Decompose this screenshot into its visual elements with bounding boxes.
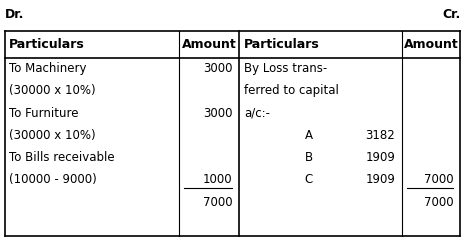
Text: 7000: 7000 bbox=[424, 196, 453, 209]
Text: ferred to capital: ferred to capital bbox=[244, 84, 339, 97]
Text: To Furniture: To Furniture bbox=[9, 107, 79, 120]
Text: 3000: 3000 bbox=[203, 62, 233, 75]
Text: By Loss trans-: By Loss trans- bbox=[244, 62, 327, 75]
Text: Particulars: Particulars bbox=[244, 38, 320, 51]
Text: Cr.: Cr. bbox=[442, 8, 460, 21]
Text: 1000: 1000 bbox=[203, 174, 233, 186]
Text: B: B bbox=[304, 151, 313, 164]
Text: 1909: 1909 bbox=[365, 151, 395, 164]
Text: Amount: Amount bbox=[182, 38, 237, 51]
Text: Particulars: Particulars bbox=[9, 38, 85, 51]
Text: To Bills receivable: To Bills receivable bbox=[9, 151, 115, 164]
Text: (30000 x 10%): (30000 x 10%) bbox=[9, 84, 96, 97]
Text: a/c:-: a/c:- bbox=[244, 107, 270, 120]
Text: (30000 x 10%): (30000 x 10%) bbox=[9, 129, 96, 142]
Text: Dr.: Dr. bbox=[5, 8, 24, 21]
Text: A: A bbox=[304, 129, 312, 142]
Text: (10000 - 9000): (10000 - 9000) bbox=[9, 174, 97, 186]
Text: 7000: 7000 bbox=[203, 196, 233, 209]
Text: 3182: 3182 bbox=[365, 129, 395, 142]
Text: To Machinery: To Machinery bbox=[9, 62, 87, 75]
Text: 7000: 7000 bbox=[424, 174, 453, 186]
Text: 1909: 1909 bbox=[365, 174, 395, 186]
Text: Amount: Amount bbox=[404, 38, 459, 51]
Text: C: C bbox=[304, 174, 313, 186]
Text: 3000: 3000 bbox=[203, 107, 233, 120]
